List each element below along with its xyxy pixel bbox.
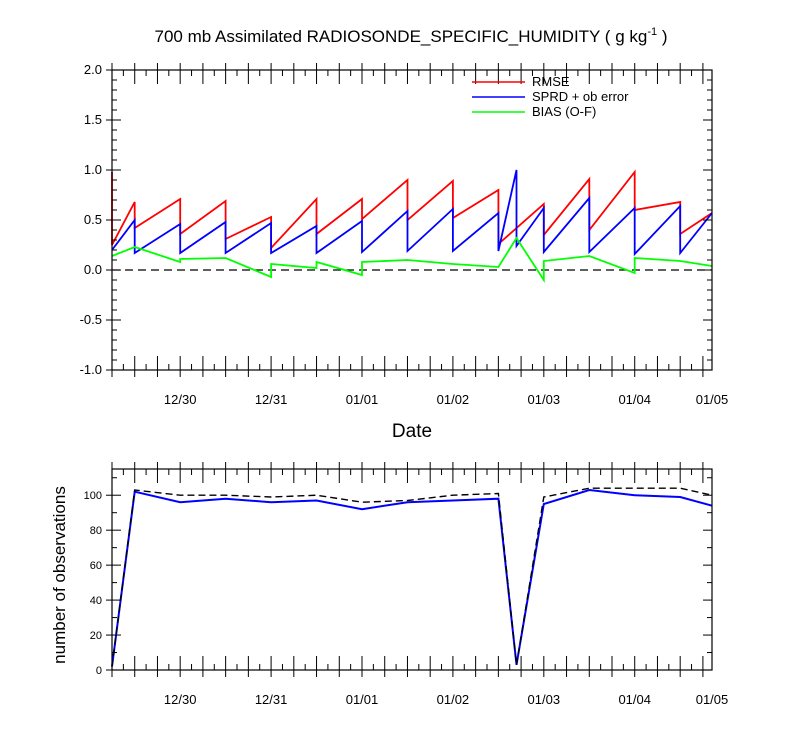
y-tick-label: -1.0 xyxy=(80,362,102,377)
legend-sprd-label: SPRD + ob error xyxy=(532,89,629,104)
top-x-ticks: 12/30 12/31 01/01 01/02 01/03 01/04 01/05 xyxy=(111,63,729,407)
series-line-observations-possible xyxy=(111,487,713,667)
x-tick-label: 01/01 xyxy=(346,692,379,707)
y-tick-label: 40 xyxy=(90,595,102,607)
y-tick-label: 2.0 xyxy=(84,62,102,77)
x-tick-label: 01/04 xyxy=(618,392,651,407)
x-tick-label: 12/31 xyxy=(255,692,288,707)
series-line-observations-used xyxy=(111,488,713,667)
bottom-series-group xyxy=(111,487,713,667)
y-tick-label: 100 xyxy=(84,490,102,502)
legend-rmse-label: RMSE xyxy=(532,74,570,89)
series-line-sprd-ob-error xyxy=(111,169,713,257)
bottom-plot-frame xyxy=(111,468,713,671)
y-tick-label: 1.5 xyxy=(84,112,102,127)
title-exponent: -1 xyxy=(647,26,657,38)
x-tick-label: 01/05 xyxy=(696,392,729,407)
x-tick-label: 12/30 xyxy=(164,392,197,407)
title-end: ) xyxy=(657,27,667,46)
x-tick-label: 12/30 xyxy=(164,692,197,707)
series-line-rmse xyxy=(111,169,713,251)
y-tick-label: 0 xyxy=(96,665,102,677)
bottom-x-ticks: 12/30 12/31 01/01 01/02 01/03 01/04 01/05 xyxy=(111,462,729,707)
chart-title: 700 mb Assimilated RADIOSONDE_SPECIFIC_H… xyxy=(155,26,668,46)
x-tick-label: 12/31 xyxy=(255,392,288,407)
x-tick-label: 01/03 xyxy=(528,692,561,707)
y-tick-label: 0.5 xyxy=(84,212,102,227)
y-tick-label: 80 xyxy=(90,525,102,537)
y-axis-label-observations: number of observations xyxy=(50,486,69,664)
x-tick-label: 01/05 xyxy=(696,692,729,707)
top-y-ticks: -1.0 -0.5 0.0 0.5 1.0 1.5 2.0 xyxy=(80,62,712,377)
y-tick-label: 0.0 xyxy=(84,262,102,277)
x-tick-label: 01/03 xyxy=(528,392,561,407)
top-series-group xyxy=(111,169,713,284)
x-tick-label: 01/02 xyxy=(437,392,470,407)
legend-bias-label: BIAS (O-F) xyxy=(532,104,596,119)
title-main: 700 mb Assimilated RADIOSONDE_SPECIFIC_H… xyxy=(155,27,648,46)
y-tick-label: -0.5 xyxy=(80,312,102,327)
top-plot: -1.0 -0.5 0.0 0.5 1.0 1.5 2.0 12/30 12/31 01/01 0… xyxy=(80,62,729,407)
series-line-bias-o-f xyxy=(111,236,713,284)
y-tick-label: 20 xyxy=(90,630,102,642)
x-axis-label: Date xyxy=(392,421,432,442)
y-tick-label: 60 xyxy=(90,560,102,572)
y-tick-label: 1.0 xyxy=(84,162,102,177)
bottom-y-ticks: 0 20 40 60 80 100 xyxy=(84,477,712,677)
x-tick-label: 01/04 xyxy=(618,692,651,707)
legend: RMSE SPRD + ob error BIAS (O-F) xyxy=(472,74,629,119)
bottom-plot: 0 20 40 60 80 100 12/30 12/31 01/01 01/02 01/03 01… xyxy=(84,462,729,707)
x-tick-label: 01/02 xyxy=(437,692,470,707)
x-tick-label: 01/01 xyxy=(346,392,379,407)
